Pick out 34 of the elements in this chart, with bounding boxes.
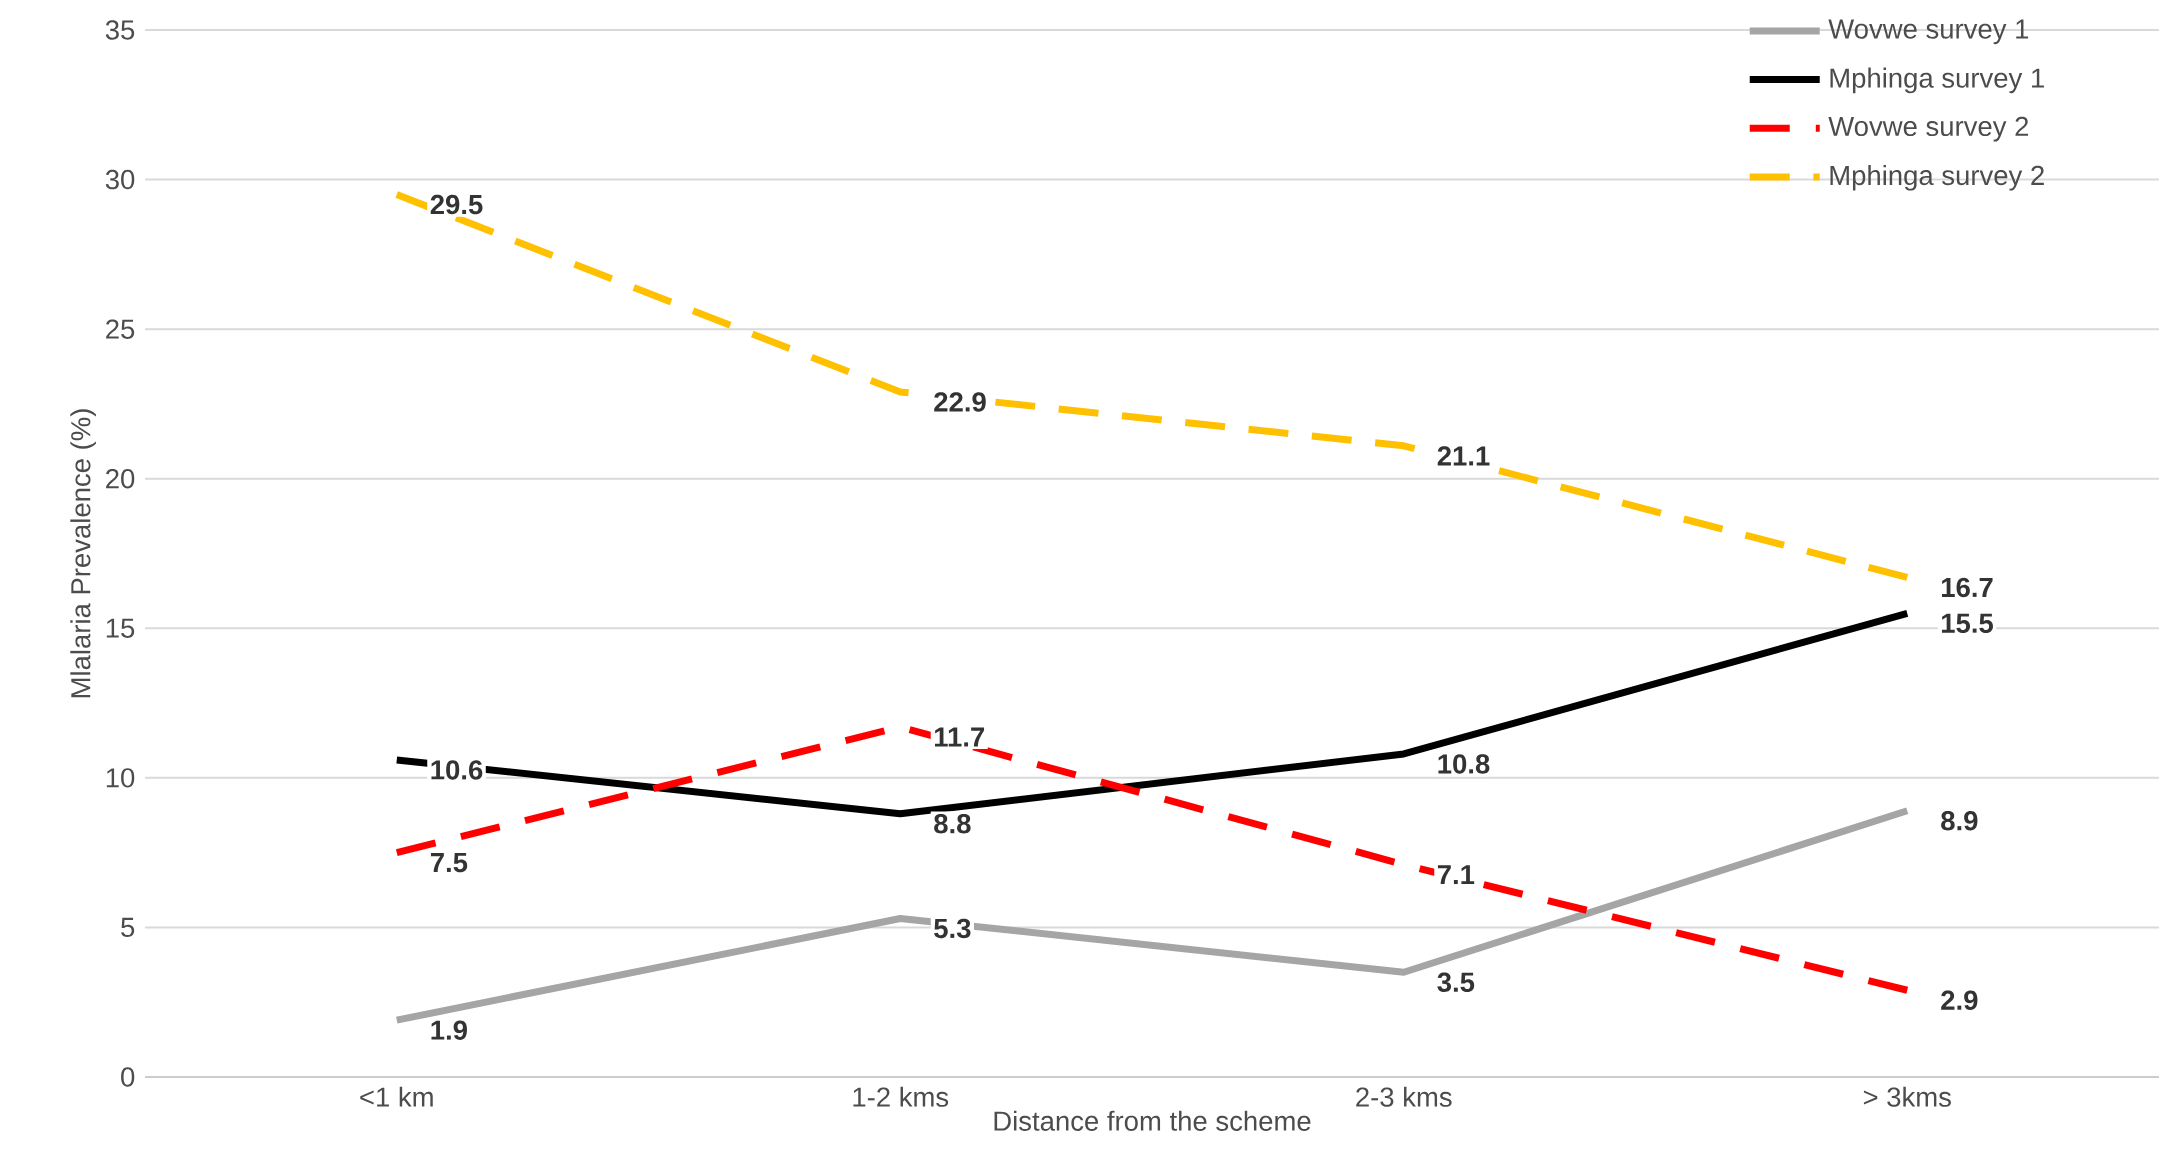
data-label: 7.1 (1437, 865, 1475, 885)
y-tick-label: 10 (106, 768, 135, 788)
data-label: 11.7 (934, 727, 985, 747)
x-tick-label: 2-3 kms (1356, 1086, 1452, 1107)
y-tick-label: 20 (106, 469, 135, 489)
data-label: 15.5 (1941, 613, 1993, 633)
y-tick-label: 25 (106, 319, 135, 339)
legend-label: Mphinga survey 1 (1830, 67, 2044, 94)
x-tick-label: > 3kms (1863, 1086, 1951, 1107)
legend-label: Wovwe survey 2 (1828, 116, 2029, 142)
data-label: 10.8 (1438, 754, 1490, 774)
y-axis-title: Mlalaria Prevalence (%) (70, 409, 96, 698)
legend-label: Wovwe survey 1 (1828, 19, 2029, 45)
y-tick-label: 0 (121, 1067, 135, 1087)
data-label: 22.9 (934, 392, 986, 412)
legend-label: Mphinga survey 2 (1830, 164, 2044, 191)
data-label: 1.9 (431, 1020, 467, 1040)
data-label: 8.8 (934, 814, 971, 834)
y-tick-label: 5 (121, 917, 135, 938)
x-tick-label: <1 km (360, 1086, 433, 1107)
x-axis-title: Distance from the scheme (994, 1110, 1311, 1131)
y-tick-label: 15 (106, 618, 135, 638)
data-label: 8.9 (1941, 811, 1978, 831)
data-label: 2.9 (1941, 990, 1978, 1010)
data-label: 21.1 (1437, 446, 1490, 466)
data-label: 10.6 (431, 760, 483, 780)
y-tick-label: 30 (105, 169, 135, 190)
y-tick-label: 35 (105, 20, 135, 40)
data-label: 7.5 (430, 853, 468, 873)
data-label: 3.5 (1437, 972, 1475, 993)
x-tick-label: 1-2 kms (853, 1086, 949, 1107)
data-label: 29.5 (430, 194, 483, 215)
data-label: 5.3 (934, 918, 971, 939)
data-label: 16.7 (1941, 577, 1993, 598)
